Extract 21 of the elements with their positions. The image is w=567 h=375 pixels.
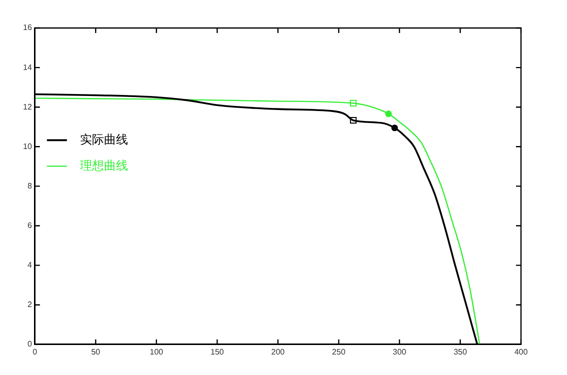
point: [350, 117, 357, 124]
y-tick-label: 12: [22, 102, 32, 112]
point: [350, 100, 357, 106]
y-tick-label: 16: [22, 23, 32, 32]
legend-label: 理想曲线: [80, 158, 128, 172]
x-tick-label: 300: [392, 347, 407, 356]
y-tick-label: 6: [27, 220, 32, 230]
y-tick-label: 14: [22, 62, 32, 72]
legend-label: 实际曲线: [80, 132, 128, 146]
y-tick-label: 10: [22, 142, 32, 151]
x-tick-label: 50: [91, 347, 101, 356]
x-tick-label: 200: [271, 347, 286, 356]
x-tick-label: 250: [332, 347, 346, 356]
y-tick-label: 8: [27, 181, 32, 190]
x-tick-label: 150: [210, 347, 224, 356]
x-tick-label: 350: [454, 347, 468, 356]
y-tick-label: 4: [27, 260, 32, 270]
y-tick-label: 2: [27, 300, 32, 310]
x-tick-label: 100: [150, 347, 164, 356]
y-tick-label: 0: [27, 340, 32, 349]
x-tick-label: 400: [514, 347, 528, 356]
